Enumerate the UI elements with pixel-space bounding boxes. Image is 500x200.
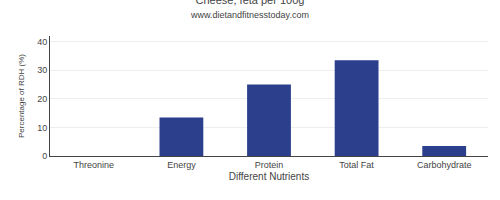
svg-text:Total Fat: Total Fat xyxy=(339,160,374,170)
svg-text:30: 30 xyxy=(37,65,47,75)
svg-text:Percentage of RDH (%): Percentage of RDH (%) xyxy=(17,54,26,138)
svg-text:Carbohydrate: Carbohydrate xyxy=(417,160,472,170)
svg-text:Protein: Protein xyxy=(255,160,284,170)
svg-text:0: 0 xyxy=(42,151,47,161)
svg-text:Different Nutrients: Different Nutrients xyxy=(229,171,309,182)
svg-text:Cheese, feta per 100gwww.dieta: Cheese, feta per 100gwww.dietandfitnesst… xyxy=(190,0,309,20)
svg-text:20: 20 xyxy=(37,94,47,104)
svg-text:Energy: Energy xyxy=(167,160,196,170)
svg-text:Threonine: Threonine xyxy=(74,160,115,170)
svg-text:10: 10 xyxy=(37,123,47,133)
svg-text:40: 40 xyxy=(37,37,47,47)
